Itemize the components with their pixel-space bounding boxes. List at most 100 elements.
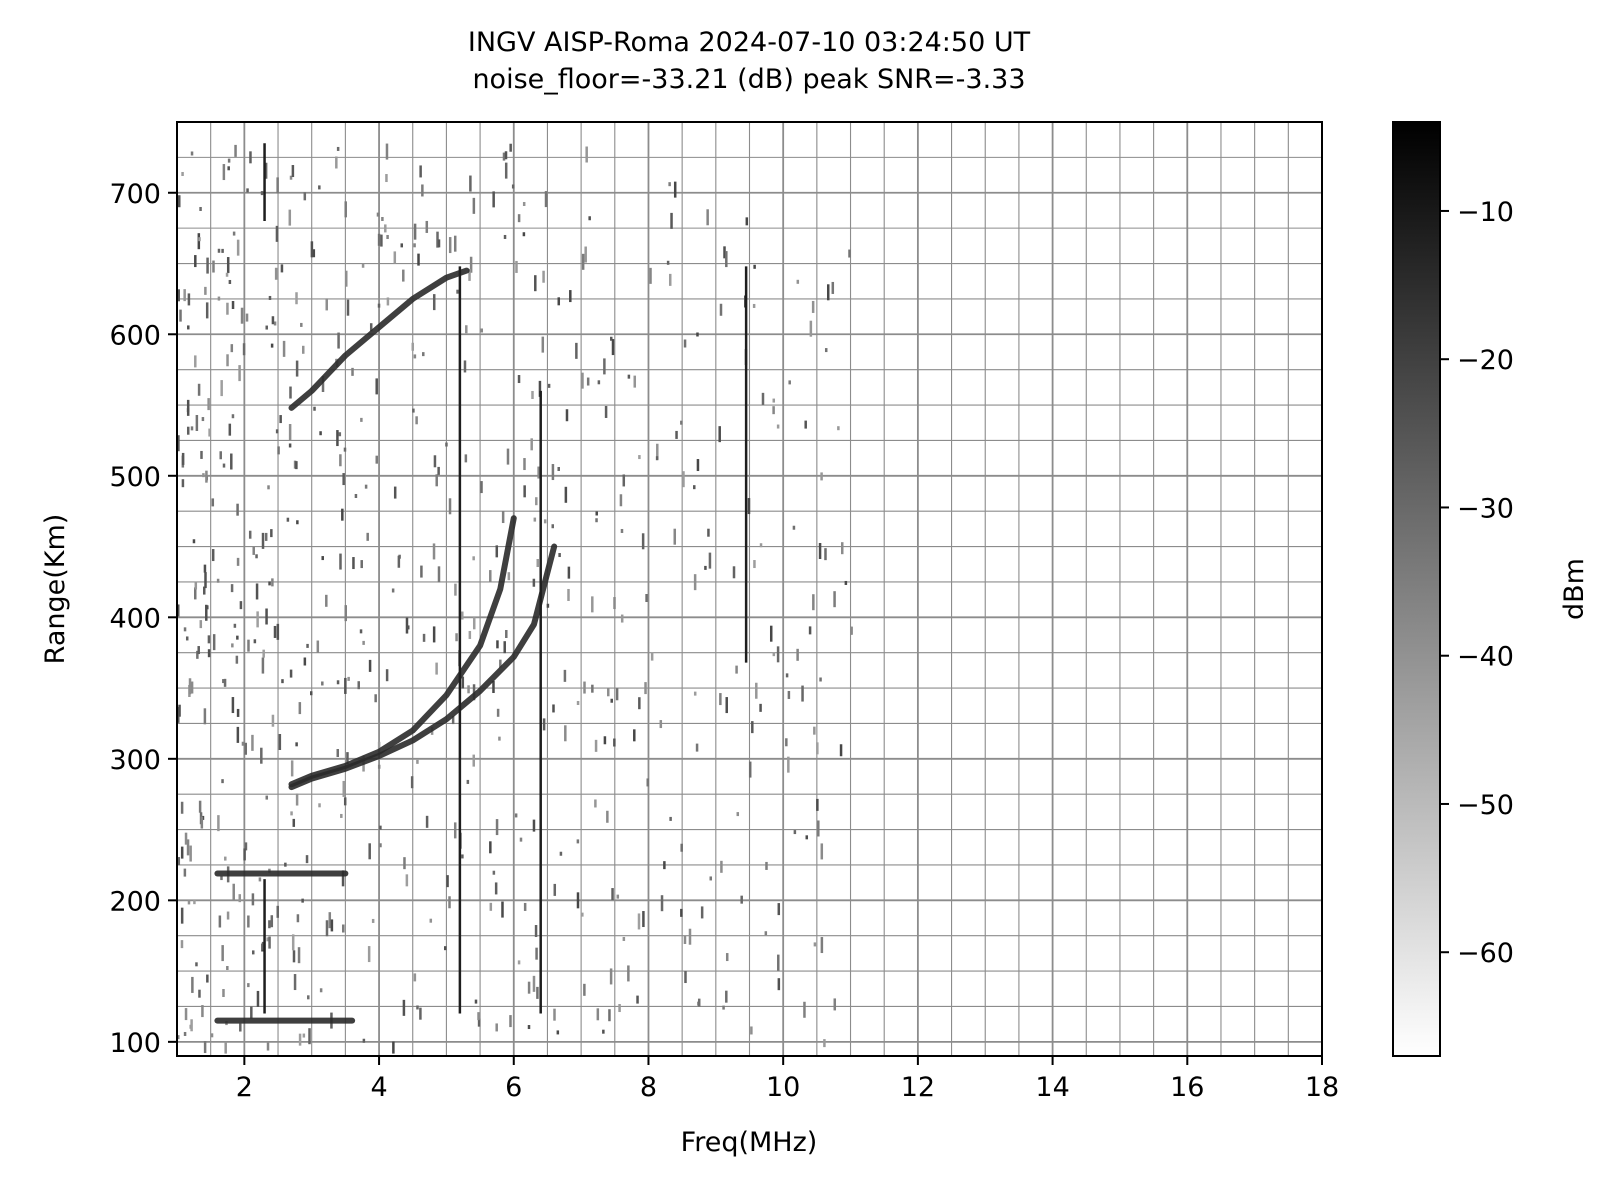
noise-speck: [588, 216, 591, 221]
noise-speck: [725, 697, 728, 714]
noise-speck: [837, 426, 840, 431]
noise-speck: [495, 545, 499, 558]
noise-speck: [393, 486, 397, 499]
noise-speck: [725, 953, 729, 962]
noise-speck: [660, 895, 664, 912]
noise-speck: [804, 420, 807, 429]
noise-speck: [236, 726, 240, 743]
noise-speck: [820, 472, 823, 481]
noise-speck: [454, 583, 457, 596]
noise-speck: [205, 470, 208, 483]
noise-speck: [532, 578, 536, 587]
noise-speck: [675, 430, 678, 439]
noise-speck: [231, 414, 235, 419]
noise-speck: [325, 594, 328, 607]
y-tick-label: 200: [109, 886, 161, 917]
noise-speck: [255, 554, 258, 559]
noise-speck: [262, 649, 265, 658]
noise-speck: [619, 494, 623, 507]
noise-speck: [236, 557, 240, 566]
noise-speck: [336, 430, 339, 447]
noise-speck: [419, 1007, 422, 1020]
noise-speck: [339, 553, 342, 570]
noise-speck: [753, 560, 756, 569]
noise-speck: [195, 962, 198, 967]
noise-speck: [232, 883, 235, 900]
noise-speck: [413, 973, 417, 982]
noise-speck: [547, 383, 551, 388]
noise-speck: [558, 553, 561, 558]
noise-speck: [850, 626, 853, 635]
noise-speck: [253, 639, 257, 644]
y-tick-label: 300: [109, 745, 161, 776]
noise-speck: [565, 409, 569, 422]
noise-speck: [517, 214, 521, 223]
noise-speck: [465, 325, 468, 334]
noise-speck: [609, 968, 613, 985]
noise-speck: [603, 358, 606, 375]
noise-speck: [759, 703, 762, 712]
noise-speck: [177, 1035, 180, 1040]
colorbar: [1392, 121, 1441, 1057]
colorbar-label: dBm: [1559, 558, 1590, 620]
noise-speck: [243, 848, 246, 861]
y-tick-label: 500: [109, 462, 161, 493]
noise-speck: [405, 617, 409, 634]
noise-speck: [463, 360, 467, 373]
noise-speck: [203, 1041, 207, 1054]
noise-speck: [230, 584, 234, 593]
noise-speck: [819, 677, 822, 682]
noise-speck: [583, 681, 586, 694]
colorbar-tick-label: −40: [1457, 642, 1514, 673]
noise-speck: [246, 188, 249, 193]
noise-speck: [603, 736, 607, 745]
noise-speck: [670, 212, 673, 229]
noise-speck: [219, 451, 222, 460]
noise-speck: [391, 588, 395, 593]
noise-speck: [615, 688, 619, 701]
noise-speck: [777, 978, 781, 991]
noise-speck: [276, 623, 280, 640]
noise-speck: [761, 392, 765, 405]
noise-speck: [343, 797, 347, 806]
noise-speck: [318, 185, 321, 190]
noise-speck: [764, 931, 768, 936]
noise-speck: [197, 646, 200, 655]
echo-trace: [288, 543, 558, 791]
noise-speck: [281, 679, 284, 684]
noise-speck: [618, 1004, 621, 1013]
noise-speck: [226, 966, 229, 971]
noise-speck: [392, 1041, 395, 1054]
noise-speck: [405, 874, 409, 887]
noise-speck: [198, 237, 201, 242]
noise-speck: [366, 532, 369, 541]
noise-speck: [536, 986, 539, 999]
noise-speck: [412, 408, 415, 413]
noise-speck: [542, 270, 545, 283]
noise-speck: [627, 965, 630, 982]
noise-speck: [284, 862, 287, 867]
noise-speck: [633, 375, 637, 388]
noise-speck: [310, 241, 314, 258]
noise-speck: [369, 323, 373, 332]
noise-speck: [641, 533, 645, 550]
noise-speck: [376, 212, 380, 217]
y-tick-label: 600: [109, 320, 161, 351]
noise-speck: [406, 625, 410, 630]
noise-speck: [362, 640, 365, 645]
noise-speck: [226, 257, 230, 274]
noise-speck: [707, 528, 710, 537]
noise-speck: [241, 741, 245, 746]
noise-speck: [494, 882, 498, 895]
noise-speck: [222, 679, 225, 684]
noise-speck: [273, 321, 277, 326]
y-axis-ticks: 100 200 300 400 500 600 700: [109, 179, 177, 1059]
noise-speck: [286, 517, 290, 522]
noise-speck: [216, 578, 220, 583]
noise-speck: [252, 546, 255, 555]
noise-speck: [522, 232, 526, 237]
noise-speck: [530, 438, 533, 451]
noise-speck: [204, 286, 207, 295]
noise-speck: [336, 146, 340, 151]
